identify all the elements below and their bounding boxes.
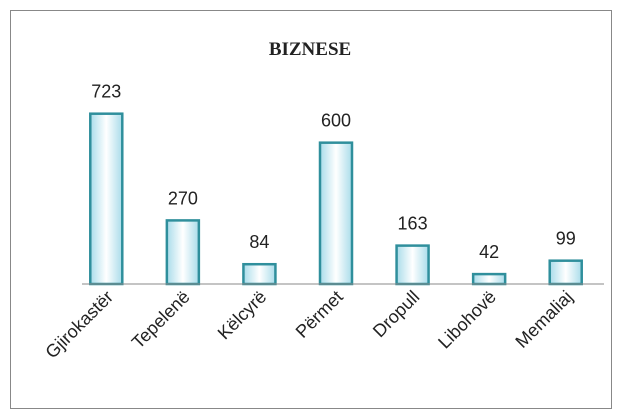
bar (548, 259, 583, 286)
data-label: 84 (249, 232, 269, 252)
bar (471, 272, 507, 286)
data-label: 600 (321, 111, 351, 131)
data-label: 99 (556, 229, 576, 249)
bar (395, 244, 430, 286)
bar (165, 219, 201, 286)
bar (318, 141, 354, 286)
bar (89, 112, 124, 286)
data-label: 42 (479, 242, 499, 262)
data-label: 723 (91, 82, 121, 102)
data-label: 163 (398, 214, 428, 234)
data-label: 270 (168, 188, 198, 208)
chart-title: BIZNESE (269, 39, 351, 60)
bar (242, 262, 277, 286)
